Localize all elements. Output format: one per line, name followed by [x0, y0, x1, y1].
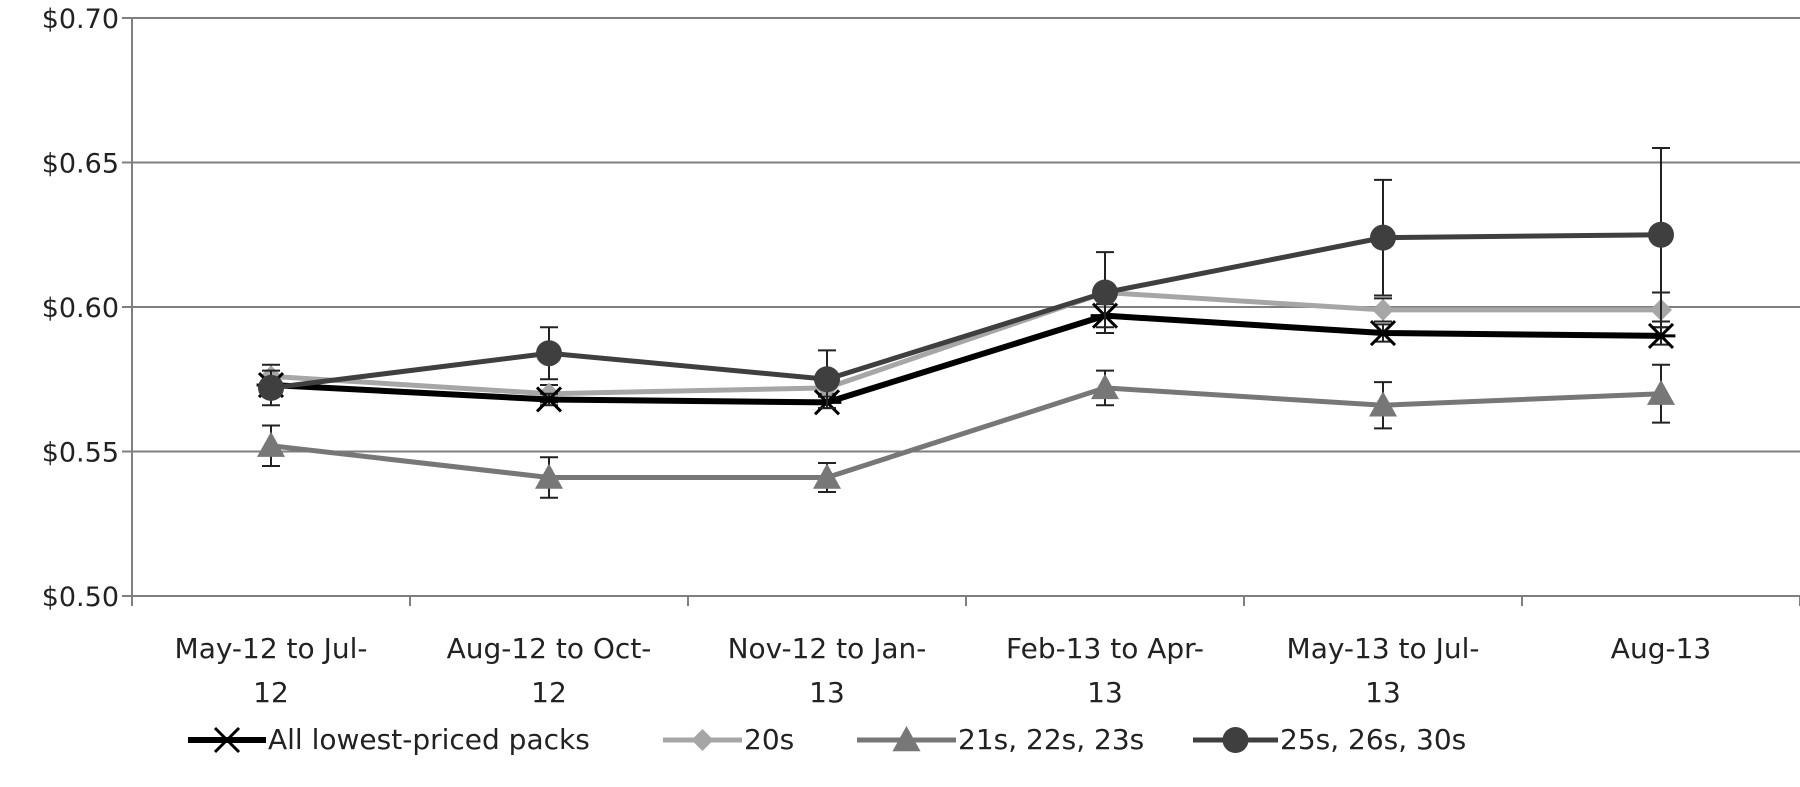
data-point: [1646, 322, 1676, 349]
y-tick-label: $0.70: [42, 4, 119, 35]
data-point: [1647, 379, 1675, 405]
x-tick-label: May-13 to Jul- 13: [1287, 632, 1480, 709]
data-point: [536, 340, 562, 367]
data-point: [535, 463, 563, 489]
data-point: [1368, 319, 1398, 347]
x-tick-label: May-12 to Jul- 12: [175, 632, 368, 709]
legend-label: 20s: [744, 723, 794, 756]
axes: [122, 17, 1800, 606]
legend: All lowest-priced packs 20s 21s, 22s, 23s 2…: [188, 723, 1466, 756]
series-25s-26s-30s: [258, 147, 1674, 410]
legend-label: All lowest-priced packs: [268, 723, 590, 756]
y-tick-label: $0.50: [42, 582, 119, 613]
series: [256, 147, 1676, 499]
series-all-lowest-priced-packs: [256, 302, 1676, 416]
x-tick-label-line: May-13 to Jul-: [1287, 632, 1480, 665]
series-20s: [260, 281, 1672, 405]
data-point: [1370, 224, 1396, 251]
x-tick-label-line: Feb-13 to Apr-: [1006, 632, 1204, 665]
x-tick-label-line: May-12 to Jul-: [175, 632, 368, 665]
x-tick-label-line: 13: [1365, 676, 1401, 709]
series-line: [270, 290, 1661, 397]
data-point: [814, 366, 840, 393]
legend-item: 25s, 26s, 30s: [1193, 723, 1466, 756]
data-point: [1372, 298, 1394, 321]
x-tick-label: Aug-13: [1611, 632, 1711, 665]
x-tick-label-line: 12: [531, 676, 567, 709]
legend-label: 25s, 26s, 30s: [1280, 723, 1466, 756]
data-point: [1369, 391, 1397, 417]
data-point: [1091, 373, 1119, 400]
data-point: [1648, 221, 1674, 248]
y-tick-label: $0.55: [42, 438, 119, 469]
series-line: [270, 385, 1662, 481]
x-tick-labels: May-12 to Jul- 12 Aug-12 to Oct- 12 Nov-12 t…: [175, 632, 1712, 709]
data-point: [258, 374, 284, 401]
x-tick-label-line: Nov-12 to Jan-: [728, 632, 927, 665]
y-tick-label: $0.60: [42, 293, 119, 324]
x-tick-label-line: 13: [1087, 676, 1123, 709]
x-tick-label: Feb-13 to Apr- 13: [1006, 632, 1204, 709]
legend-item: 20s: [663, 723, 794, 756]
legend-marker: [212, 726, 242, 754]
legend-item: All lowest-priced packs: [188, 723, 590, 756]
x-tick-label-line: Aug-13: [1611, 632, 1711, 665]
x-tick-label: Aug-12 to Oct- 12: [447, 632, 652, 709]
y-tick-label: $0.65: [42, 149, 119, 180]
data-point: [257, 431, 285, 457]
data-point: [1092, 279, 1118, 306]
x-tick-label: Nov-12 to Jan- 13: [728, 632, 927, 709]
legend-item: 21s, 22s, 23s: [857, 723, 1144, 756]
x-tick-label-line: 13: [809, 676, 845, 709]
x-tick-label-line: 12: [253, 676, 289, 709]
legend-label: 21s, 22s, 23s: [958, 723, 1144, 756]
series-line: [270, 312, 1662, 406]
series-line: [270, 232, 1662, 391]
y-tick-labels: $0.50 $0.55 $0.60 $0.65 $0.70: [42, 4, 119, 613]
data-point: [534, 386, 564, 413]
legend-marker: [1222, 727, 1249, 753]
gridlines: [132, 17, 1800, 453]
x-tick-label-line: Aug-12 to Oct-: [447, 632, 652, 665]
data-point: [813, 463, 841, 489]
series-21s-22s-23s: [257, 363, 1675, 499]
legend-marker: [691, 729, 714, 751]
legend-marker: [892, 726, 921, 752]
